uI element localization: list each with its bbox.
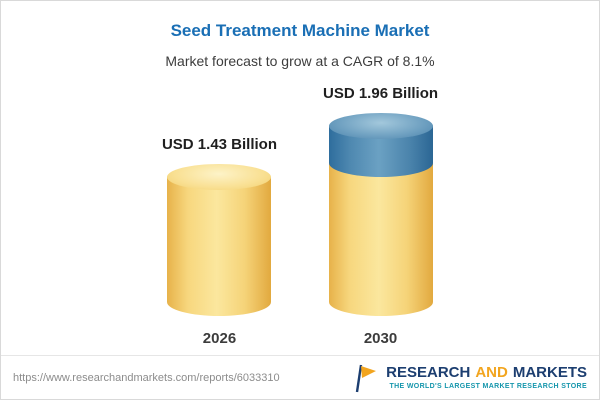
bar-2026-segment: [167, 164, 272, 316]
brand-word-and: AND: [475, 364, 508, 381]
brand-text: RESEARCH AND MARKETS THE WORLD'S LARGEST…: [386, 365, 587, 391]
bar-2030-growth-segment: [328, 113, 433, 177]
chart-header: Seed Treatment Machine Market Market for…: [1, 1, 599, 69]
cylinder-2026: [167, 164, 272, 316]
category-label-2030: 2030: [363, 330, 398, 347]
cylinder-2030: [328, 113, 433, 316]
brand-name: RESEARCH AND MARKETS: [386, 365, 587, 381]
cylinder-top-2026: [167, 164, 272, 190]
bar-group-2026: USD 1.43 Billion 2026: [162, 136, 277, 347]
chart-subtitle: Market forecast to grow at a CAGR of 8.1…: [165, 53, 435, 69]
bar-2030-base-segment: [328, 163, 433, 316]
source-url[interactable]: https://www.researchandmarkets.com/repor…: [13, 371, 280, 384]
category-label-2026: 2026: [202, 330, 237, 347]
value-label-2030: USD 1.96 Billion: [323, 85, 439, 102]
footer: https://www.researchandmarkets.com/repor…: [1, 355, 599, 399]
bar-chart: USD 1.43 Billion 2026 USD 1.96 Billion 2…: [1, 79, 599, 355]
brand-word-research: RESEARCH: [386, 364, 471, 381]
brand-tagline: THE WORLD'S LARGEST MARKET RESEARCH STOR…: [389, 383, 587, 390]
bar-group-2030: USD 1.96 Billion 2030: [323, 85, 438, 347]
value-label-2026: USD 1.43 Billion: [161, 136, 277, 153]
cylinder-top-2030: [328, 113, 433, 139]
brand-logo: RESEARCH AND MARKETS THE WORLD'S LARGEST…: [352, 363, 587, 393]
brand-word-markets: MARKETS: [512, 364, 587, 381]
flag-icon: [355, 364, 377, 392]
chart-title: Seed Treatment Machine Market: [170, 21, 430, 40]
